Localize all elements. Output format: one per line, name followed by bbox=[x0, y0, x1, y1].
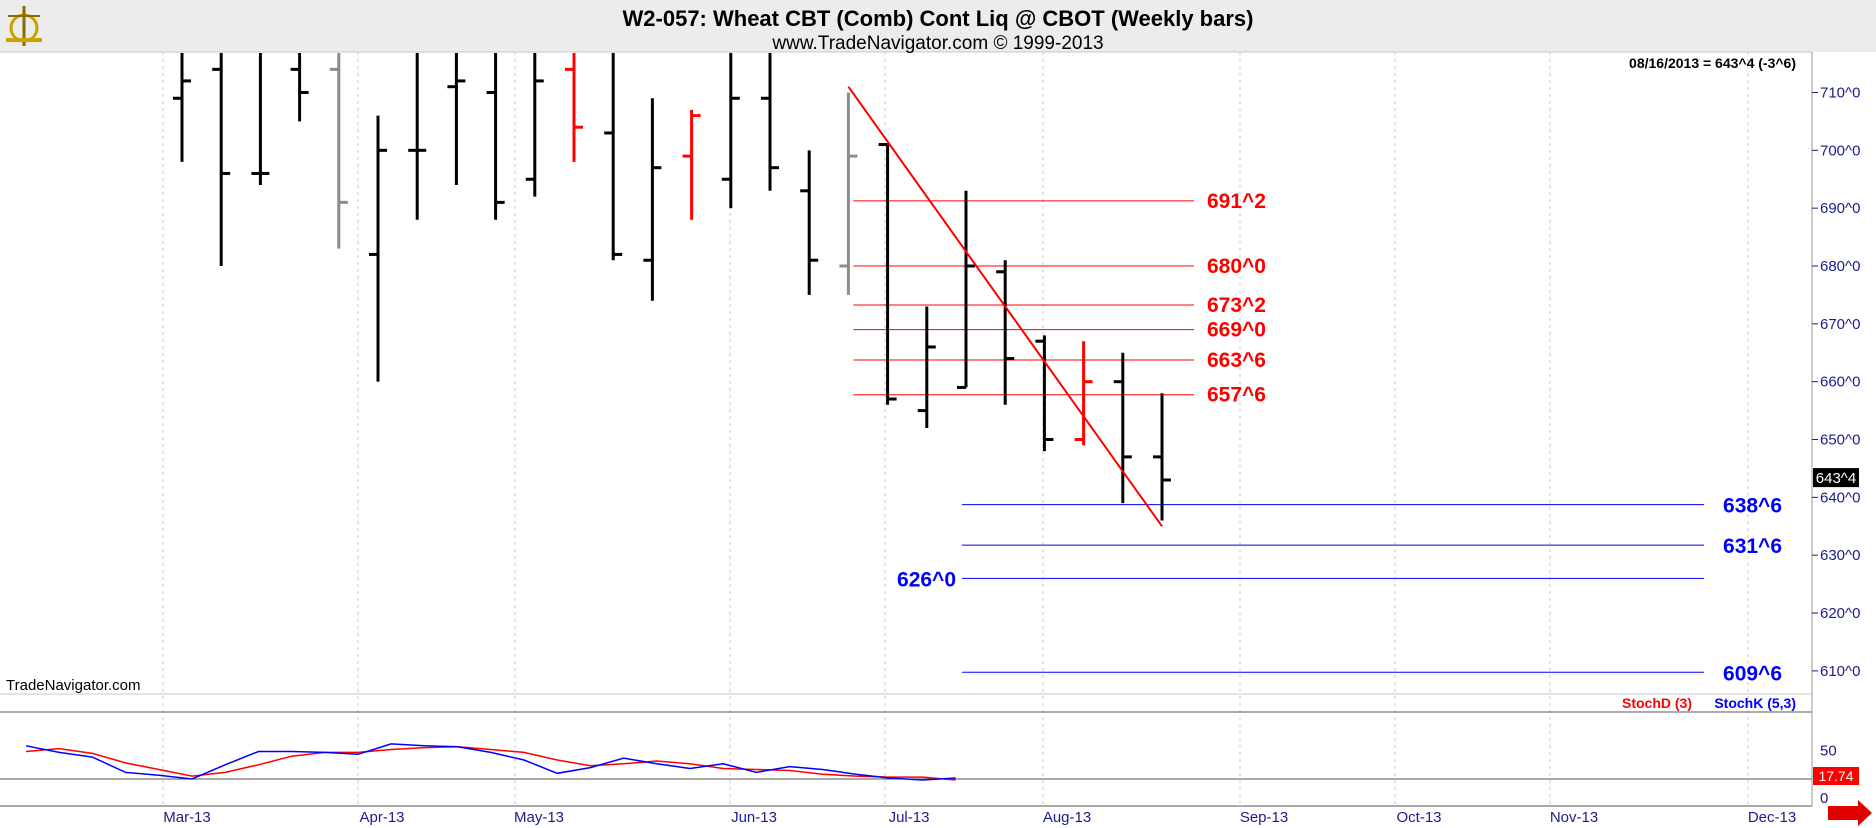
time-label: Nov-13 bbox=[1550, 809, 1598, 826]
price-tick-label: 640^0 bbox=[1820, 489, 1860, 506]
ohlc-bar bbox=[721, 53, 740, 209]
ohlc-bar bbox=[604, 53, 623, 261]
ohlc-bar bbox=[565, 53, 583, 162]
ohlc-bar bbox=[486, 53, 505, 220]
time-label: Jun-13 bbox=[731, 809, 777, 826]
time-label: Apr-13 bbox=[359, 809, 404, 826]
scroll-right-arrow-icon[interactable] bbox=[1828, 800, 1872, 826]
ohlc-bar bbox=[957, 190, 975, 389]
trendline-layer bbox=[847, 86, 1163, 527]
ohlc-bar bbox=[682, 109, 701, 220]
ohlc-bar bbox=[839, 92, 858, 295]
support-label: 609^6 bbox=[1723, 662, 1782, 685]
stochd-legend: StochD (3) bbox=[1622, 695, 1692, 711]
ohlc-bar bbox=[1035, 335, 1054, 452]
stochk-line bbox=[25, 743, 956, 781]
price-tick-label: 670^0 bbox=[1820, 316, 1860, 333]
last-price-tag: 643^4 bbox=[1816, 470, 1856, 487]
time-label: Jul-13 bbox=[889, 809, 930, 826]
ohlc-bar bbox=[447, 53, 466, 186]
ohlc-bars bbox=[173, 53, 1171, 521]
ohlc-bar bbox=[1153, 393, 1171, 521]
ohlc-bar bbox=[996, 260, 1015, 405]
stochk-legend: StochK (5,3) bbox=[1714, 695, 1796, 711]
ohlc-bar bbox=[1113, 352, 1132, 504]
resistance-label: 691^2 bbox=[1207, 190, 1266, 213]
last-quote: 08/16/2013 = 643^4 (-3^6) bbox=[1629, 55, 1796, 71]
time-label: Sep-13 bbox=[1240, 809, 1288, 826]
stochastic-panel: 50 0 bbox=[0, 743, 1837, 807]
ohlc-bar bbox=[173, 53, 191, 162]
resistance-label: 673^2 bbox=[1207, 294, 1266, 317]
ohlc-bar bbox=[251, 53, 270, 186]
time-label: Aug-13 bbox=[1043, 809, 1091, 826]
ohlc-bar bbox=[878, 143, 897, 405]
ohlc-bar bbox=[1074, 341, 1093, 446]
ohlc-bar bbox=[643, 98, 662, 301]
stoch-tick-label: 50 bbox=[1820, 743, 1837, 760]
stoch-value-tag-box bbox=[1813, 767, 1859, 785]
time-label: Oct-13 bbox=[1396, 809, 1441, 826]
chart-title: W2-057: Wheat CBT (Comb) Cont Liq @ CBOT… bbox=[623, 6, 1254, 31]
resistance-label: 669^0 bbox=[1207, 319, 1266, 342]
stochd-line bbox=[25, 745, 956, 781]
time-label: Dec-13 bbox=[1748, 809, 1796, 826]
price-tick-label: 680^0 bbox=[1820, 258, 1860, 275]
time-label: May-13 bbox=[514, 809, 564, 826]
resistance-label: 657^6 bbox=[1207, 384, 1266, 407]
title-bar bbox=[0, 0, 1876, 52]
price-tick-label: 660^0 bbox=[1820, 374, 1860, 391]
support-label: 626^0 bbox=[897, 568, 956, 591]
ohlc-bar bbox=[525, 53, 544, 197]
price-tick-label: 650^0 bbox=[1820, 432, 1860, 449]
sextant-logo-icon bbox=[6, 6, 42, 46]
stoch-value-tag: 17.74 bbox=[1818, 768, 1853, 784]
price-axis: 710^0 700^0 690^0 680^0 670^0 660^0 650^0 640^0… bbox=[1812, 84, 1860, 680]
ohlc-bar bbox=[290, 53, 309, 122]
price-tick-label: 610^0 bbox=[1820, 663, 1860, 680]
ohlc-bar bbox=[917, 306, 936, 428]
ohlc-bar bbox=[212, 53, 231, 266]
price-tick-label: 710^0 bbox=[1820, 84, 1860, 101]
price-tick-label: 690^0 bbox=[1820, 200, 1860, 217]
resistance-label: 663^6 bbox=[1207, 349, 1266, 372]
time-label: Mar-13 bbox=[163, 809, 211, 826]
down-trendline bbox=[847, 86, 1163, 527]
price-tick-label: 700^0 bbox=[1820, 142, 1860, 159]
support-label: 638^6 bbox=[1723, 495, 1782, 518]
support-label: 631^6 bbox=[1723, 535, 1782, 558]
resistance-label: 680^0 bbox=[1207, 255, 1266, 278]
chart-subtitle: www.TradeNavigator.com © 1999-2013 bbox=[771, 33, 1103, 54]
ohlc-bar bbox=[329, 53, 348, 249]
ohlc-bar bbox=[408, 53, 427, 220]
last-price-tag-box bbox=[1813, 468, 1859, 488]
price-tick-label: 620^0 bbox=[1820, 605, 1860, 622]
ohlc-bar bbox=[761, 53, 779, 191]
watermark-text: TradeNavigator.com bbox=[6, 677, 141, 694]
price-tick-label: 630^0 bbox=[1820, 547, 1860, 564]
ohlc-bar bbox=[800, 150, 819, 295]
time-axis: Mar-13 Apr-13 May-13 Jun-13 Jul-13 Aug-13 Sep-… bbox=[163, 809, 1796, 826]
ohlc-bar bbox=[369, 115, 387, 382]
stoch-tick-label: 0 bbox=[1820, 790, 1828, 807]
